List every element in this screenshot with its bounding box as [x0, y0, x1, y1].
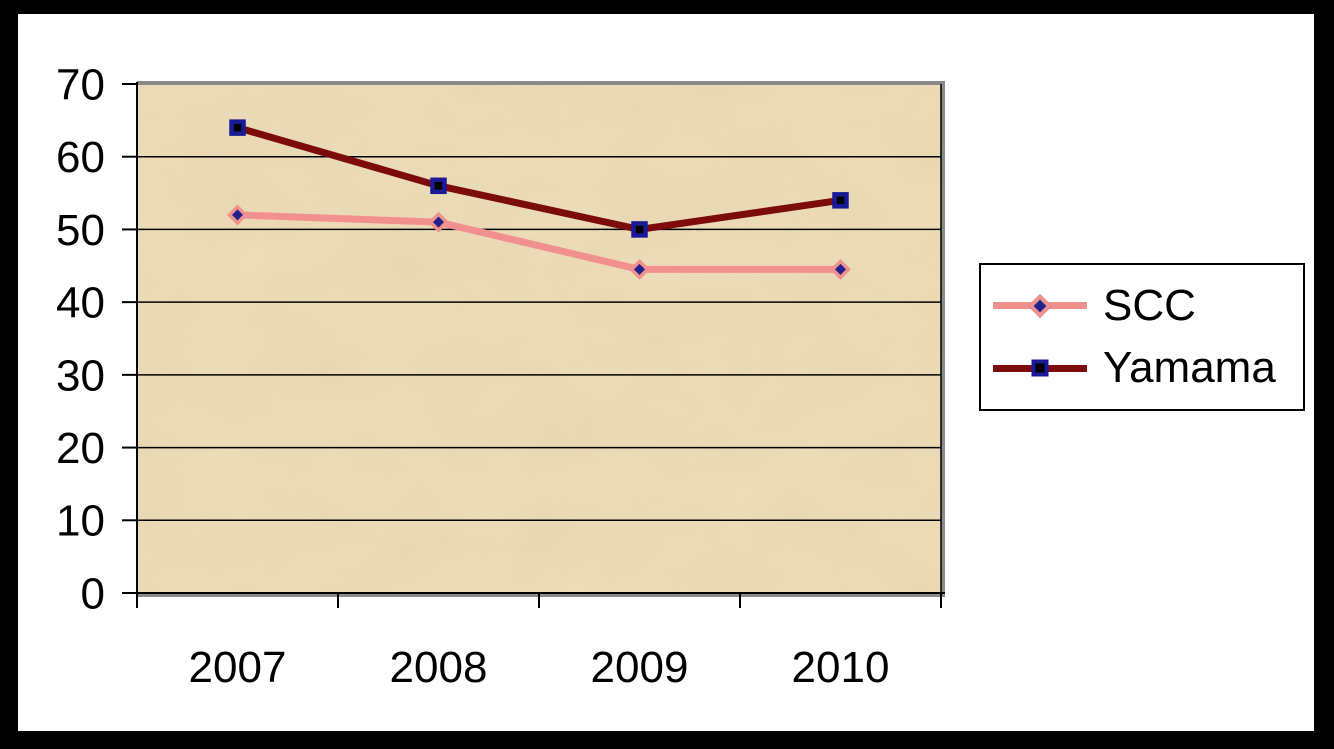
scc-marker — [428, 211, 449, 233]
yamama-marker — [430, 177, 447, 195]
scc-marker — [227, 204, 248, 226]
y-axis-label: 70 — [56, 60, 105, 109]
scc-diamond-marker-icon — [1027, 293, 1053, 318]
legend-item-yamama: Yamama — [993, 346, 1303, 390]
yamama-line — [234, 124, 844, 233]
legend-item-scc: SCC — [993, 280, 1303, 330]
plot-area — [137, 84, 941, 593]
y-axis-label: 40 — [56, 279, 105, 328]
series — [227, 119, 851, 280]
legend-label-yamama: Yamama — [1103, 343, 1276, 393]
legend-label-scc: SCC — [1103, 280, 1196, 330]
chart-canvas: 0 10 20 30 40 50 60 70 2007 2008 2009 2010 SCC Yama… — [18, 14, 1314, 731]
x-axis-label: 2010 — [792, 643, 890, 692]
x-axis-label: 2008 — [390, 643, 488, 692]
line-chart: 0 10 20 30 40 50 60 70 2007 2008 2009 2010 — [56, 60, 945, 692]
plot-texture-grain — [137, 84, 941, 593]
yamama-marker — [832, 192, 849, 209]
yamama-marker — [631, 221, 648, 238]
scc-marker — [830, 258, 851, 280]
scc-line — [234, 211, 844, 273]
x-axis-label: 2007 — [189, 643, 287, 692]
axes — [122, 81, 945, 608]
x-axis-label: 2009 — [591, 643, 689, 692]
scc-marker — [629, 258, 650, 280]
legend: SCC Yamama — [979, 263, 1305, 411]
y-axis-label: 50 — [56, 206, 105, 255]
scc-sample — [993, 291, 1087, 321]
yamama-marker — [229, 119, 246, 136]
axis-labels: 0 10 20 30 40 50 60 70 2007 2008 2009 2010 — [56, 60, 889, 692]
gridlines — [137, 155, 941, 522]
yamama-square-marker-icon — [1031, 359, 1049, 377]
y-axis-label: 0 — [81, 569, 105, 618]
yamama-sample — [993, 353, 1087, 383]
y-axis-label: 30 — [56, 351, 105, 400]
y-axis-label: 20 — [56, 424, 105, 473]
y-axis-label: 10 — [56, 497, 105, 546]
y-axis-label: 60 — [56, 133, 105, 182]
